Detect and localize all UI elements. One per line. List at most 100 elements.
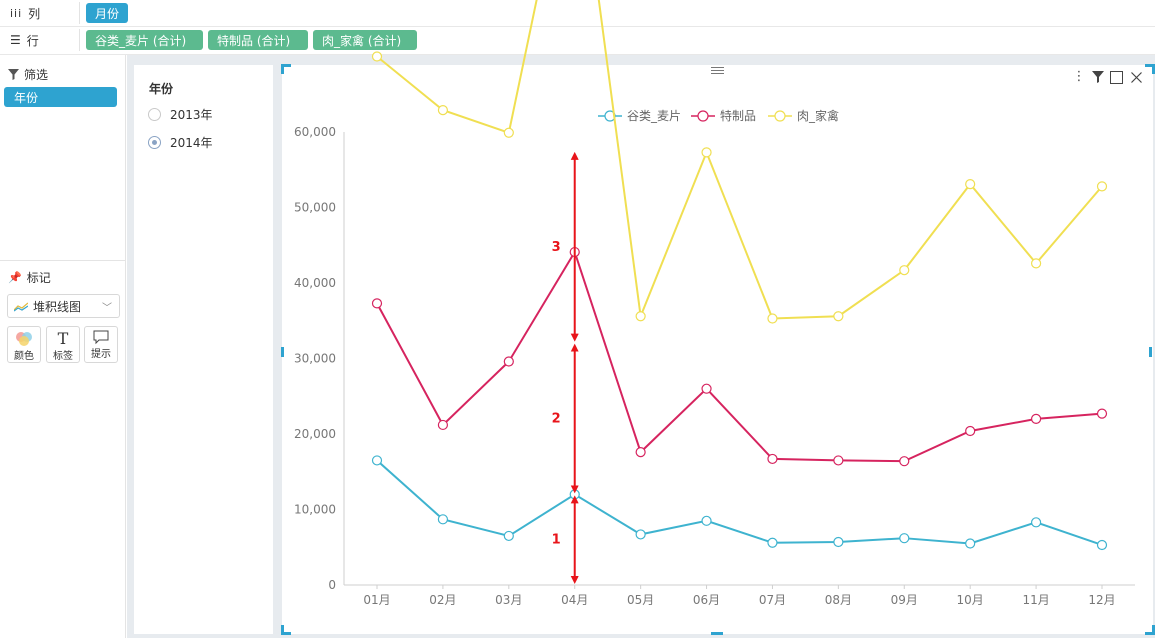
data-point	[1096, 181, 1108, 192]
data-point	[1030, 258, 1042, 269]
columns-label-text: 列	[28, 6, 41, 21]
data-point	[503, 356, 514, 367]
series-line-3	[376, 0, 1103, 321]
data-point	[1096, 539, 1108, 551]
left-panel: 筛选 年份 📌 标记 堆积线图 ﹀ 颜色 T 标签 提示	[0, 55, 126, 638]
data-point	[503, 127, 514, 138]
more-options-icon[interactable]: ⋮	[1072, 69, 1086, 84]
data-point	[1030, 413, 1042, 424]
radio-button-selected[interactable]	[148, 136, 161, 149]
drag-handle-icon[interactable]	[711, 67, 724, 74]
data-point	[833, 311, 844, 322]
rows-shelf-label: ☰ 行	[10, 32, 39, 48]
text-icon: T	[57, 329, 69, 348]
filter-icon[interactable]	[1091, 70, 1105, 84]
row-pill-cereal[interactable]: 谷类_麦片 (合计)	[86, 30, 203, 50]
data-point	[701, 515, 712, 526]
label-button[interactable]: T 标签	[46, 326, 80, 363]
x-tick-label: 06月	[693, 593, 720, 607]
data-point	[371, 51, 383, 62]
tooltip-button[interactable]: 提示	[84, 326, 118, 363]
filter-section-title: 筛选	[8, 66, 48, 83]
x-tick-label: 09月	[891, 593, 918, 607]
line-chart-icon	[14, 302, 28, 311]
filter-title-text: 筛选	[24, 68, 49, 82]
x-tick-label: 11月	[1022, 593, 1049, 607]
chart-widget[interactable]	[282, 65, 1153, 634]
x-tick-label: 10月	[957, 593, 984, 607]
columns-shelf-label: iii 列	[10, 5, 40, 21]
resize-handle-right[interactable]	[1149, 347, 1152, 357]
x-tick-label: 01月	[363, 593, 390, 607]
speech-bubble-icon	[93, 330, 109, 345]
data-point	[965, 178, 976, 190]
series-line-2	[376, 249, 1103, 463]
data-point	[965, 425, 976, 437]
column-pill-month[interactable]: 月份	[86, 3, 129, 23]
chart-type-select[interactable]: 堆积线图 ﹀	[7, 294, 120, 318]
radio-option-2014[interactable]: 2014年	[148, 134, 213, 151]
data-point	[701, 147, 712, 158]
x-tick-label: 05月	[627, 593, 654, 607]
rows-label-text: 行	[26, 33, 39, 48]
maximize-icon[interactable]	[1109, 70, 1123, 84]
resize-corner-top-left[interactable]	[281, 64, 291, 74]
x-tick-label: 07月	[759, 593, 786, 607]
resize-corner-bottom-left[interactable]	[281, 625, 291, 635]
legend-label: 谷类_麦片	[627, 109, 681, 123]
y-tick-label: 10,000	[294, 503, 336, 517]
shelf-divider	[79, 29, 80, 51]
color-icon	[16, 332, 32, 346]
radio-label: 2014年	[170, 136, 213, 150]
resize-corner-bottom-right[interactable]	[1145, 625, 1155, 635]
legend-label: 肉_家禽	[797, 108, 839, 123]
y-tick-label: 30,000	[294, 352, 336, 366]
x-tick-label: 02月	[429, 593, 456, 607]
data-point	[635, 447, 646, 458]
data-point	[437, 419, 449, 431]
color-button[interactable]: 颜色	[7, 326, 41, 363]
data-point	[899, 533, 910, 544]
data-point	[635, 311, 646, 322]
data-point	[701, 383, 712, 394]
columns-shelf: iii 列 月份	[0, 0, 1155, 27]
x-tick-label: 04月	[561, 593, 588, 607]
row-pill-meat[interactable]: 肉_家禽 (合计)	[313, 30, 417, 50]
row-pill-special[interactable]: 特制品 (合计)	[208, 30, 308, 50]
data-point	[437, 514, 449, 525]
tooltip-button-label: 提示	[91, 349, 111, 360]
x-tick-label: 03月	[495, 593, 522, 607]
annotation-label: 3	[552, 240, 561, 255]
data-point	[767, 453, 778, 465]
data-point	[635, 529, 646, 540]
marks-section-title: 📌 标记	[8, 269, 51, 286]
filter-pill-year[interactable]: 年份	[4, 87, 117, 107]
section-divider	[0, 260, 126, 261]
data-point	[1096, 408, 1108, 419]
y-tick-label: 50,000	[294, 201, 336, 215]
label-button-label: 标签	[53, 351, 73, 362]
radio-button[interactable]	[148, 108, 161, 121]
legend-label: 特制品	[720, 108, 756, 123]
color-button-label: 颜色	[14, 351, 34, 362]
resize-handle-bottom[interactable]	[711, 632, 723, 635]
y-tick-label: 60,000	[294, 125, 336, 139]
data-point	[371, 298, 383, 309]
rows-icon: ☰	[10, 33, 21, 47]
y-tick-label: 0	[328, 578, 336, 592]
chart-type-label: 堆积线图	[33, 299, 82, 314]
data-point	[1030, 517, 1042, 528]
columns-icon: iii	[10, 6, 23, 20]
radio-label: 2013年	[170, 108, 213, 122]
shelf-divider	[79, 2, 80, 24]
radio-option-2013[interactable]: 2013年	[148, 106, 213, 123]
resize-corner-top-right[interactable]	[1145, 64, 1155, 74]
chevron-down-icon: ﹀	[102, 303, 112, 314]
resize-handle-left[interactable]	[281, 347, 284, 357]
annotation-label: 1	[552, 533, 561, 548]
x-tick-label: 08月	[825, 593, 852, 607]
close-icon[interactable]	[1129, 70, 1143, 84]
y-tick-label: 40,000	[294, 276, 336, 290]
marks-title-text: 标记	[26, 271, 51, 285]
